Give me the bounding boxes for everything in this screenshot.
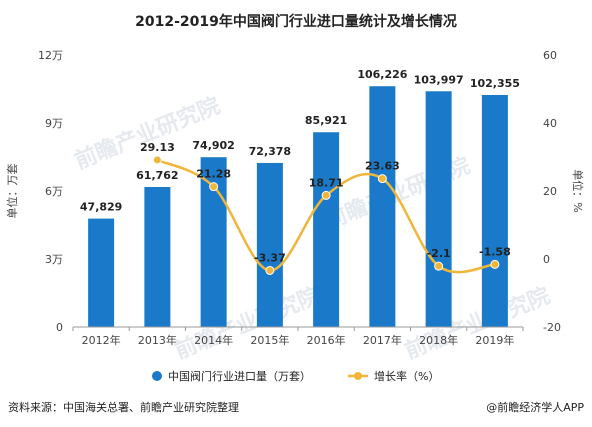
- growth-value-label: -2.1: [427, 247, 451, 260]
- growth-point-3: [209, 182, 219, 192]
- bar-2: [144, 187, 171, 327]
- x-tick-label: 2016年: [307, 333, 346, 347]
- growth-value-label: 18.71: [309, 176, 344, 189]
- bar-value-label: 85,921: [305, 114, 347, 127]
- growth-value-label: -1.58: [479, 245, 511, 258]
- chart-title: 2012-2019年中国阀门行业进口量统计及增长情况: [135, 13, 457, 30]
- x-tick-label: 2014年: [194, 333, 233, 347]
- legend-bar-label: 中国阀门行业进口量（万套）: [168, 369, 311, 383]
- bar-7: [425, 91, 452, 327]
- bar-value-label: 72,378: [249, 145, 291, 158]
- y-axis-title-left: 单位：万套: [5, 164, 19, 219]
- bar-value-label: 103,997: [414, 73, 464, 86]
- y-tick-label-right: 20: [543, 185, 557, 198]
- legend-bar-marker: [152, 371, 162, 381]
- y-tick-label-right: 0: [543, 253, 550, 266]
- data-labels: 47,829 61,762 74,902 72,378 85,921 106,226 103…: [80, 68, 520, 264]
- x-tick-label: 2015年: [250, 333, 289, 347]
- bars: [88, 86, 508, 327]
- bar-value-label: 61,762: [136, 169, 178, 182]
- y-tick-label-right: 40: [543, 117, 557, 130]
- y-tick-label-left: 6万: [45, 185, 63, 198]
- bar-8: [481, 94, 508, 327]
- x-tick-label: 2013年: [138, 333, 177, 347]
- bar-value-label: 102,355: [470, 77, 520, 90]
- y-tick-label-left: 9万: [45, 117, 63, 130]
- y-tick-label-left: 12万: [38, 49, 63, 62]
- growth-point-2: [152, 155, 162, 165]
- watermark-text: 前瞻产业研究院: [401, 283, 554, 365]
- y-tick-label-left: 3万: [45, 253, 63, 266]
- bar-value-label: 47,829: [80, 201, 122, 214]
- growth-point-4: [265, 265, 275, 275]
- growth-value-label: 29.13: [140, 141, 175, 154]
- source-note: 资料来源：中国海关总署、前瞻产业研究院整理: [8, 401, 239, 414]
- growth-value-label: 21.28: [196, 168, 231, 181]
- bar-6: [369, 86, 396, 327]
- watermark-text: 前瞻产业研究院: [171, 283, 324, 365]
- x-tick-label: 2012年: [82, 333, 121, 347]
- axes: 2012年 2013年 2014年 2015年 2016年 2017年 2018年 2019年…: [38, 49, 561, 347]
- growth-line: [152, 155, 500, 275]
- legend-line-marker: [354, 372, 362, 380]
- brand-credit: @前瞻经济学人APP: [486, 401, 584, 414]
- bar-value-label: 106,226: [357, 68, 407, 81]
- bar-5: [313, 132, 340, 327]
- y-tick-label-right: -20: [543, 321, 561, 334]
- x-tick-label: 2019年: [475, 333, 514, 347]
- legend: 中国阀门行业进口量（万套） 增长率（%）: [152, 369, 439, 383]
- growth-value-label: -3.37: [254, 251, 286, 264]
- growth-point-6: [377, 174, 387, 184]
- y-tick-label-right: 60: [543, 49, 557, 62]
- y-axis-title-right: 单位：%: [571, 169, 585, 212]
- growth-point-5: [321, 190, 331, 200]
- growth-value-label: 23.63: [365, 160, 400, 173]
- bar-4: [256, 162, 283, 327]
- growth-point-8: [490, 259, 500, 269]
- bar-value-label: 74,902: [192, 139, 234, 152]
- bar-1: [88, 218, 115, 327]
- growth-point-7: [434, 261, 444, 271]
- legend-line-label: 增长率（%）: [374, 369, 439, 383]
- x-tick-label: 2018年: [419, 333, 458, 347]
- y-tick-label-left: 0: [56, 321, 63, 334]
- x-tick-label: 2017年: [363, 333, 402, 347]
